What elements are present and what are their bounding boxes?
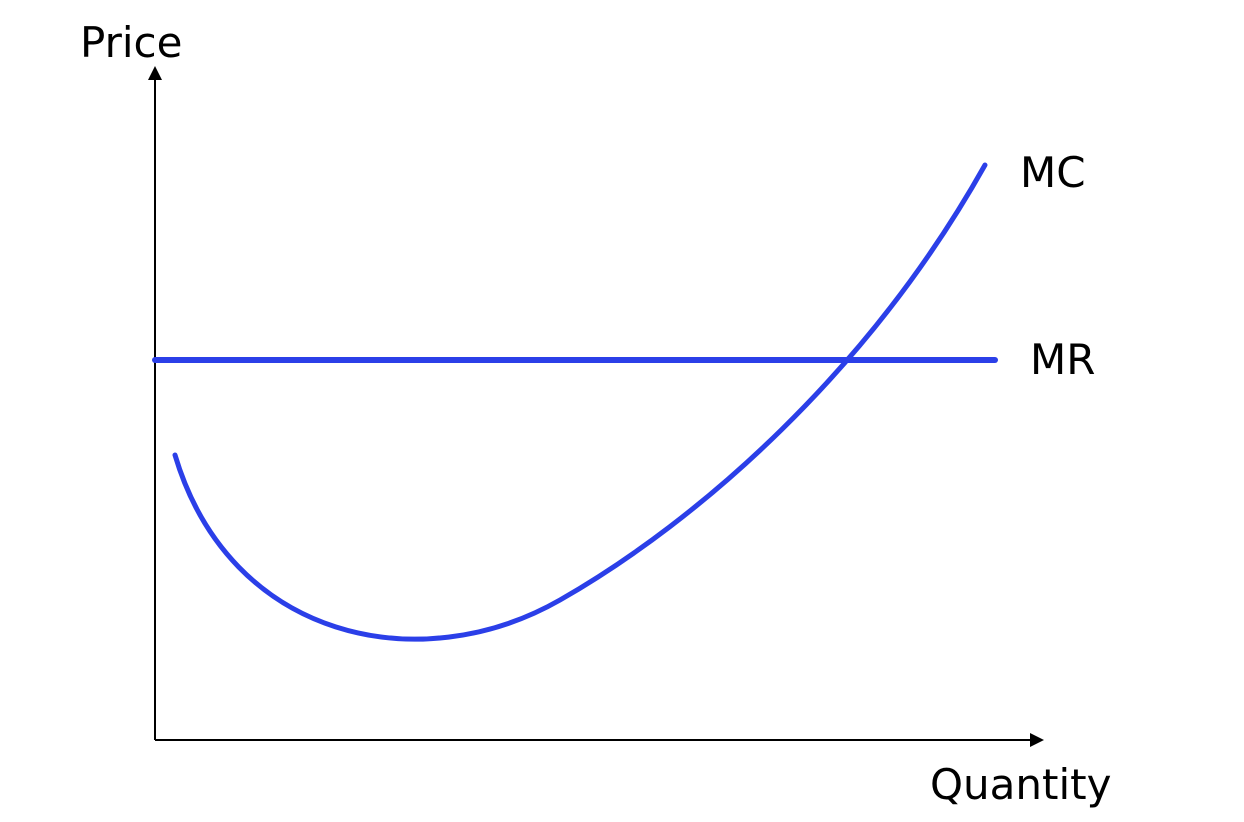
x-axis-label: Quantity: [930, 760, 1112, 809]
chart-svg: [0, 0, 1244, 822]
mr-curve-label: MR: [1030, 335, 1095, 384]
mc-curve-label: MC: [1020, 148, 1086, 197]
y-axis-label: Price: [80, 18, 182, 67]
economics-chart: Price Quantity MC MR: [0, 0, 1244, 822]
